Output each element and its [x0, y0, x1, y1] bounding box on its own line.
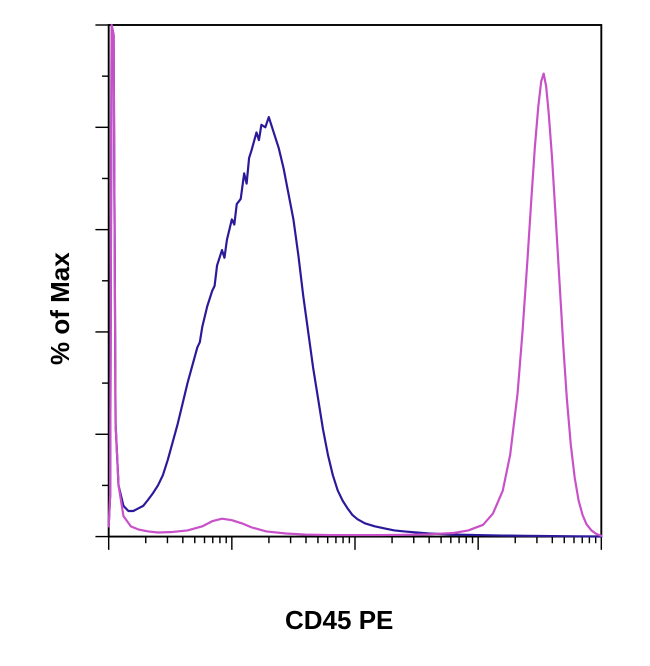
- flow-cytometry-histogram: % of Max CD45 PE: [0, 0, 650, 666]
- y-axis-label: % of Max: [45, 252, 76, 365]
- plot-area: [95, 25, 615, 565]
- x-axis-label: CD45 PE: [285, 605, 393, 636]
- plot-svg: [95, 25, 615, 565]
